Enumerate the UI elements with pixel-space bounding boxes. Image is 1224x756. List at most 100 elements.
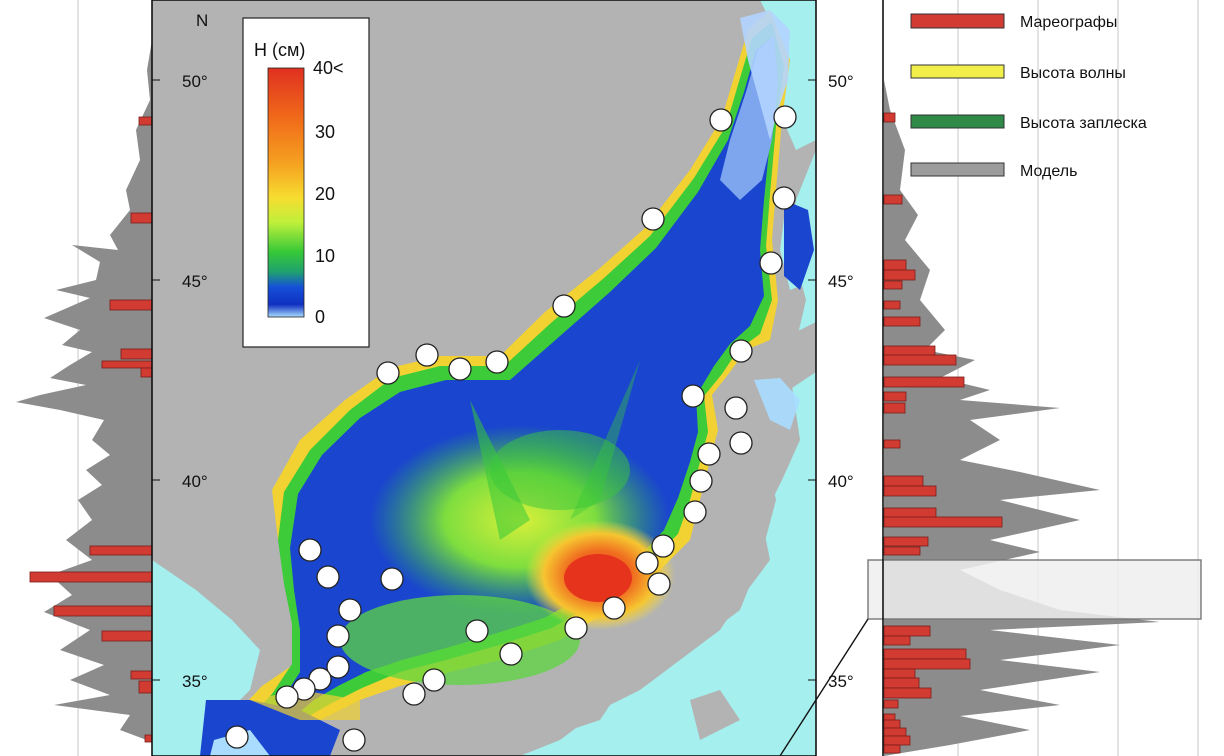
gauge-bar <box>883 485 937 497</box>
gauge-bar <box>883 687 932 699</box>
gauge-bar <box>883 391 907 402</box>
legend-label: Высота заплеска <box>1020 115 1147 132</box>
gauge-bar <box>883 507 937 519</box>
site-marker <box>338 598 362 622</box>
colorbar-tick-label: 10 <box>315 246 335 266</box>
gauge-bar <box>883 345 936 357</box>
gauge-bar <box>89 545 154 556</box>
site-marker <box>635 551 659 575</box>
map-frame: N 50° 45° 40° 35° 50° 45° 40° 35° <box>151 0 854 756</box>
gauge-bar <box>883 668 916 679</box>
legend: Мареографы Высота волны Высота заплеска … <box>910 13 1147 180</box>
site-marker <box>651 534 675 558</box>
gauge-bar <box>883 516 1003 528</box>
legend-swatch <box>910 64 1005 79</box>
legend-swatch <box>910 162 1005 177</box>
colorbar-tick-label: 20 <box>315 184 335 204</box>
highlight-band <box>867 559 1202 620</box>
gauge-bar <box>883 699 899 709</box>
right-profile-panel: Мареографы Высота волны Высота заплеска … <box>867 0 1224 756</box>
observation-sites <box>225 105 797 752</box>
gauge-bar <box>883 625 931 637</box>
gauge-bar <box>101 360 154 369</box>
site-marker <box>499 642 523 666</box>
lat-tick-label-right: 40° <box>828 472 854 491</box>
gauge-bar <box>883 259 907 271</box>
lat-tick-label-right: 45° <box>828 272 854 291</box>
site-marker <box>689 469 713 493</box>
colorbar-tick-label: 0 <box>315 307 325 327</box>
gauge-bar <box>883 727 907 737</box>
gauge-bar <box>130 212 154 224</box>
site-marker <box>316 565 340 589</box>
site-marker <box>326 624 350 648</box>
gauge-bar <box>883 719 901 729</box>
site-marker <box>326 655 350 679</box>
gauge-bar <box>883 735 911 746</box>
gauge-bar <box>883 112 896 123</box>
right-gauge-bars <box>883 112 1003 754</box>
site-marker <box>448 357 472 381</box>
site-marker <box>773 105 797 129</box>
gauge-bar <box>101 630 154 642</box>
colorbar-box: H (см) 40< 30 20 10 0 <box>242 17 370 348</box>
site-marker <box>772 186 796 210</box>
gauge-bar <box>883 439 901 449</box>
gauge-bar <box>883 316 921 327</box>
colorbar-title: H (см) <box>254 40 305 60</box>
legend-label: Высота волны <box>1020 65 1126 82</box>
site-marker <box>380 567 404 591</box>
site-marker <box>709 108 733 132</box>
site-marker <box>647 572 671 596</box>
legend-swatch <box>910 13 1005 29</box>
site-marker <box>729 339 753 363</box>
lat-tick-label-left: 50° <box>182 72 208 91</box>
colorbar-gradient <box>267 67 305 318</box>
gauge-bar <box>883 536 929 547</box>
colorbar-tick-label: 40< <box>313 58 344 78</box>
site-marker <box>376 361 400 385</box>
gauge-bar <box>109 299 154 311</box>
site-marker <box>683 500 707 524</box>
left-profile-panel <box>0 0 154 756</box>
gauge-bar <box>138 680 154 694</box>
site-marker <box>602 596 626 620</box>
site-marker <box>342 728 366 752</box>
gauge-bar <box>883 280 903 290</box>
gauge-bar <box>883 269 916 281</box>
lat-tick-label-left: 40° <box>182 472 208 491</box>
site-marker <box>415 343 439 367</box>
site-marker <box>681 384 705 408</box>
gauge-bar <box>53 605 154 617</box>
gauge-bar <box>29 571 154 583</box>
connector-line <box>779 618 869 756</box>
gauge-bar <box>883 354 957 366</box>
site-marker <box>225 725 249 749</box>
north-label: N <box>196 11 208 30</box>
site-marker <box>465 619 489 643</box>
gauge-bar <box>883 475 924 487</box>
gauge-bar <box>883 677 920 689</box>
site-marker <box>422 668 446 692</box>
gauge-bar <box>883 376 965 388</box>
left-model-profile <box>16 0 152 756</box>
site-marker <box>641 207 665 231</box>
gauge-bar <box>120 348 154 360</box>
legend-item: Высота заплеска <box>910 114 1147 132</box>
map-panel: H (см) 40< 30 20 10 0 <box>152 0 816 756</box>
site-marker <box>724 396 748 420</box>
lat-tick-label-left: 45° <box>182 272 208 291</box>
site-marker <box>697 442 721 466</box>
site-marker <box>275 685 299 709</box>
legend-item: Высота волны <box>910 64 1126 82</box>
site-marker <box>564 616 588 640</box>
gauge-bar <box>883 194 903 205</box>
lat-tick-label-right: 50° <box>828 72 854 91</box>
legend-item: Мареографы <box>910 13 1117 31</box>
gauge-bar <box>883 658 971 670</box>
legend-label: Модель <box>1020 163 1077 180</box>
gauge-bar <box>883 546 921 556</box>
gauge-bar <box>883 402 906 414</box>
lat-tick-label-right: 35° <box>828 672 854 691</box>
